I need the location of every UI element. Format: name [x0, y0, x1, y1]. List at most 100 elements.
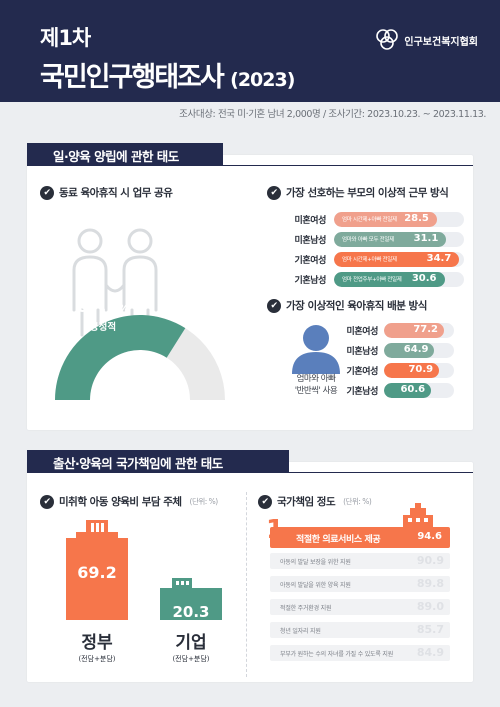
leave-share-bar-track: 64.9	[384, 343, 454, 358]
leave-share-bar: 64.9	[384, 343, 435, 358]
responsibility-label: 청년 일자리 지원	[280, 628, 321, 635]
column-divider	[246, 492, 247, 677]
responsibility-value: 90.9	[416, 554, 444, 567]
work-style-row-label: 기혼여성	[294, 256, 326, 266]
work-style-row: 미혼남성 엄마와 아빠 모두 전일제 31.1	[276, 232, 464, 247]
q-work-style-title: 가장 선호하는 부모의 이상적 근무 방식	[286, 187, 449, 199]
survey-info: 조사대상: 전국 미·기혼 남녀 2,000명 / 조사기간: 2023.10.…	[179, 109, 486, 120]
responsibility-row: 아동의 발달 보장을 위한 지원 90.9	[270, 553, 450, 569]
work-style-value: 31.1	[413, 233, 439, 244]
q-childcare-cost: ✔ 미취학 아동 양육비 부담 주체 (단위: %)	[40, 494, 218, 509]
gov-value: 69.2	[77, 563, 117, 582]
leave-share-bar-track: 70.9	[384, 363, 454, 378]
leave-share-caption: 엄마와 아빠 '반반씩' 사용	[294, 374, 338, 396]
q-coworker-leave: ✔ 동료 육아휴직 시 업무 공유	[40, 185, 173, 200]
work-style-bar-track: 엄마 전업주부+아빠 전일제 30.6	[334, 272, 464, 287]
work-style-value: 28.5	[404, 213, 429, 224]
person-avatar-icon	[292, 325, 340, 374]
q-childcare-cost-title: 미취학 아동 양육비 부담 주체	[59, 496, 182, 508]
leave-share-value: 60.6	[400, 384, 426, 395]
responsibility-row: 부부가 원하는 수의 자녀를 가질 수 있도록 지원 84.9	[270, 645, 450, 661]
leave-share-bar: 70.9	[384, 363, 440, 378]
responsibility-label: 적절한 주거환경 지원	[280, 605, 332, 612]
responsibility-value: 84.9	[416, 646, 444, 659]
check-icon: ✔	[40, 494, 54, 509]
work-style-value: 34.7	[426, 253, 452, 264]
check-icon: ✔	[40, 185, 54, 200]
gauge-fill	[55, 315, 186, 400]
leave-share-bar: 60.6	[384, 383, 432, 398]
leave-share-row-label: 미혼여성	[346, 327, 378, 337]
work-style-desc: 엄마 전업주부+아빠 전일제	[342, 277, 402, 283]
q-coworker-leave-title: 동료 육아휴직 시 업무 공유	[59, 187, 173, 199]
top-rank-label: 적절한 의료서비스 제공	[296, 535, 381, 545]
work-style-bar-track: 엄마 시간제+아빠 전일제 28.5	[334, 212, 464, 227]
work-style-bar-track: 엄마와 아빠 모두 전일제 31.1	[334, 232, 464, 247]
responsibility-value: 89.0	[416, 600, 444, 613]
work-style-row: 기혼남성 엄마 전업주부+아빠 전일제 30.6	[276, 272, 464, 287]
check-icon: ✔	[267, 298, 281, 313]
work-style-row: 미혼여성 엄마 시간제+아빠 전일제 28.5	[276, 212, 464, 227]
responsibility-label: 아동의 발달 보장을 위한 지원	[280, 559, 351, 566]
corp-sub: (전담+분담)	[172, 655, 210, 663]
q-leave-share-title: 가장 이상적인 육아휴직 배분 방식	[286, 300, 427, 312]
work-style-bar: 엄마와 아빠 모두 전일제 31.1	[334, 232, 447, 247]
section2-title: 출산·양육의 국가책임에 관한 태도	[27, 450, 289, 472]
work-style-desc: 엄마 시간제+아빠 전일제	[342, 217, 397, 223]
gov-name: 정부	[81, 633, 113, 653]
rank-number: 1	[266, 515, 285, 545]
work-style-desc: 엄마 시간제+아빠 전일제	[342, 257, 397, 263]
responsibility-row: 청년 일자리 지원 85.7	[270, 622, 450, 638]
work-style-desc: 엄마와 아빠 모두 전일제	[342, 237, 394, 243]
work-style-bar: 엄마 시간제+아빠 전일제 34.7	[334, 252, 460, 267]
leave-share-value: 64.9	[403, 344, 429, 355]
top-rank-value: 94.6	[417, 531, 442, 542]
leave-share-row: 기혼남성 60.6	[338, 383, 454, 398]
work-style-row-label: 미혼여성	[294, 216, 326, 226]
responsibility-row: 적절한 주거환경 지원 89.0	[270, 599, 450, 615]
government-building-icon	[66, 520, 128, 620]
work-style-row-label: 미혼남성	[294, 236, 326, 246]
title-main: 국민인구행태조사	[40, 62, 225, 93]
responsibility-label: 부부가 원하는 수의 자녀를 가질 수 있도록 지원	[280, 651, 394, 658]
title-year: (2023)	[230, 69, 295, 91]
hospital-icon	[403, 503, 433, 529]
work-style-value: 30.6	[411, 273, 437, 284]
q-state-responsibility: ✔ 국가책임 정도 (단위: %)	[258, 494, 372, 509]
q-work-style: ✔ 가장 선호하는 부모의 이상적 근무 방식	[267, 185, 449, 200]
check-icon: ✔	[258, 494, 272, 509]
responsibility-value: 89.8	[416, 577, 444, 590]
section1-header: 일·양육 양립에 관한 태도	[27, 143, 473, 166]
unit-label: (단위: %)	[189, 497, 219, 506]
corp-name: 기업	[175, 633, 207, 653]
work-style-row: 기혼여성 엄마 시간제+아빠 전일제 34.7	[276, 252, 464, 267]
leave-share-row-label: 기혼여성	[346, 367, 378, 377]
gauge-value: 67.9%	[76, 297, 130, 317]
leave-share-value: 77.2	[413, 324, 439, 335]
org-logo: 인구보건복지협회	[374, 28, 478, 52]
corp-value: 20.3	[172, 603, 210, 621]
org-name: 인구보건복지협회	[404, 36, 478, 48]
org-logo-icon	[376, 29, 399, 50]
leave-share-bar-track: 60.6	[384, 383, 454, 398]
leave-share-row-label: 미혼남성	[346, 347, 378, 357]
responsibility-row: 아동의 발달을 위한 양육 지원 89.8	[270, 576, 450, 592]
leave-share-bar-track: 77.2	[384, 323, 454, 338]
work-style-bar: 엄마 시간제+아빠 전일제 28.5	[334, 212, 437, 227]
leave-share-row-label: 기혼남성	[346, 387, 378, 397]
leave-share-row: 미혼남성 64.9	[338, 343, 454, 358]
section2-header: 출산·양육의 국가책임에 관한 태도	[27, 450, 473, 473]
q-state-responsibility-title: 국가책임 정도	[277, 496, 336, 508]
q-leave-share: ✔ 가장 이상적인 육아휴직 배분 방식	[267, 298, 427, 313]
responsibility-label: 아동의 발달을 위한 양육 지원	[280, 582, 351, 589]
gauge-label: 긍정적	[89, 322, 117, 333]
check-icon: ✔	[267, 185, 281, 200]
section1-title: 일·양육 양립에 관한 태도	[27, 143, 223, 165]
gauge-ghost-value: 67	[126, 364, 150, 384]
leave-share-row: 기혼여성 70.9	[338, 363, 454, 378]
leave-share-value: 70.9	[408, 364, 434, 375]
work-style-bar-track: 엄마 시간제+아빠 전일제 34.7	[334, 252, 464, 267]
title-line1: 제1차	[40, 26, 91, 50]
work-style-row-label: 기혼남성	[294, 276, 326, 286]
title-line2: 국민인구행태조사 (2023)	[40, 55, 295, 94]
